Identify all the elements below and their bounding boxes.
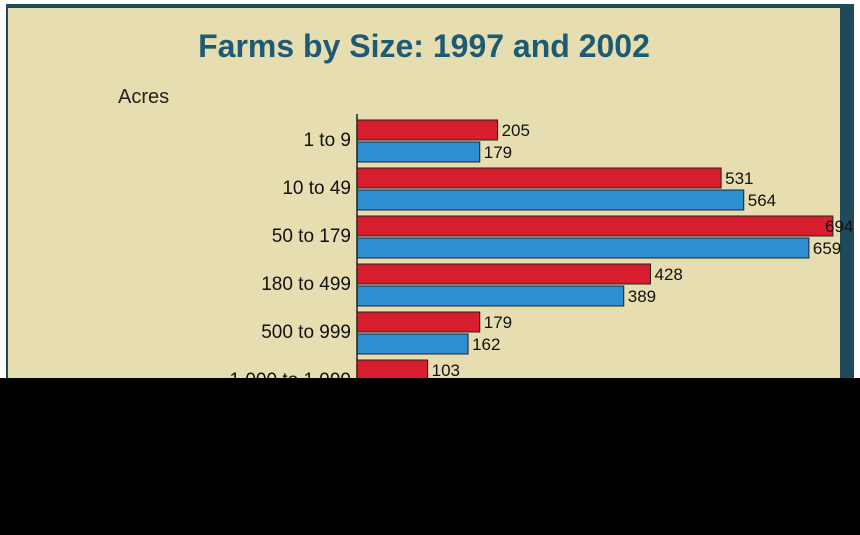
value-label: 179	[484, 143, 512, 162]
category-label: 10 to 49	[282, 178, 351, 199]
bar-1997	[356, 119, 499, 141]
value-label: 179	[484, 313, 512, 332]
bar-2002	[356, 189, 745, 211]
value-label: 205	[502, 121, 530, 140]
bar-2002	[356, 141, 481, 163]
chart-title: Farms by Size: 1997 and 2002	[198, 28, 650, 64]
bar-1997	[356, 263, 651, 285]
category-label: 180 to 499	[261, 274, 351, 295]
bar-2002	[356, 333, 469, 355]
axis-unit-label: Acres	[118, 86, 170, 108]
value-label: 531	[725, 169, 753, 188]
category-label: 1 to 9	[303, 130, 351, 151]
category-label: 50 to 179	[272, 226, 351, 247]
bar-1997	[356, 359, 429, 381]
value-label: 564	[748, 191, 776, 210]
value-label: 428	[654, 265, 682, 284]
value-label: 694	[825, 217, 853, 236]
value-label: 389	[628, 287, 656, 306]
bar-2002	[356, 285, 625, 307]
bar-2002	[356, 237, 810, 259]
category-label: 500 to 999	[261, 322, 351, 343]
value-label: 162	[472, 335, 500, 354]
value-label: 659	[813, 239, 841, 258]
value-label: 103	[432, 361, 460, 380]
black-region	[0, 378, 860, 535]
bar-1997	[356, 215, 834, 237]
bar-1997	[356, 167, 722, 189]
bar-1997	[356, 311, 481, 333]
